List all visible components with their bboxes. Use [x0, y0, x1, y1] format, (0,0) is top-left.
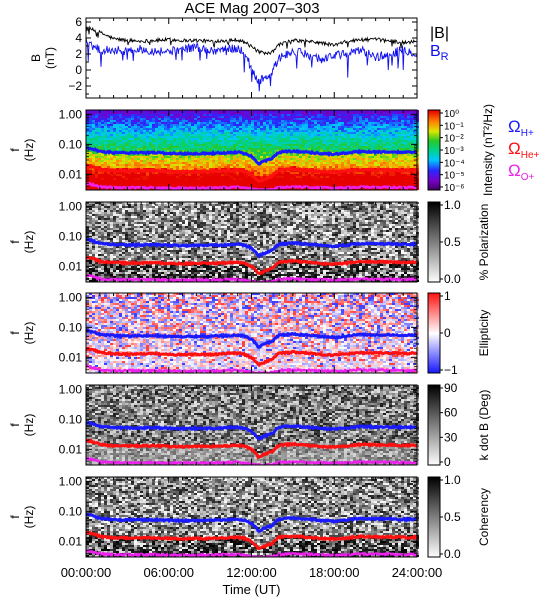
y-tick-label: 0.01	[59, 534, 83, 548]
y-tick-label: 0.10	[59, 320, 83, 334]
heatmap-cells	[86, 293, 419, 373]
colorbar-tick-label: 0.0	[444, 547, 461, 561]
y-tick-label: 0.01	[59, 350, 83, 364]
colorbar-tick-label: 10⁻⁶	[444, 183, 465, 194]
y-axis-label: f	[8, 148, 22, 152]
y-axis-unit: (Hz)	[22, 506, 36, 529]
colorbar-label: k dot B (Deg)	[477, 390, 491, 461]
colorbar-label: % Polarization	[477, 204, 491, 281]
colorbar-tick-label: 10⁻³	[444, 146, 464, 157]
legend-omega-he: ΩHe+	[508, 139, 540, 161]
x-axis-label: Time (UT)	[222, 582, 280, 597]
colorbar-tick-label: 1	[444, 289, 451, 303]
y-tick-label: 4	[75, 31, 82, 45]
polarization-panel: 1.00 0.10 0.01 f (Hz) 1.0 0.5 0.0 % Polarization	[8, 198, 491, 286]
colorbar-tick-label: 0.5	[444, 235, 461, 249]
y-tick-label: 1.00	[59, 199, 83, 213]
y-tick-label: 1.00	[59, 474, 83, 488]
k-dot-b-colorbar: 90 60 30 0 k dot B (Deg)	[428, 381, 491, 469]
y-tick-label: 1.00	[59, 290, 83, 304]
y-tick-label: 0.10	[59, 504, 83, 518]
x-tick-label: 18:00:00	[309, 565, 360, 580]
y-tick-label: 0.10	[59, 412, 83, 426]
colorbar-label: Ellipticity	[477, 310, 491, 357]
colorbar-tick-label: 10⁻¹	[444, 121, 464, 132]
y-tick-label: 0	[75, 63, 82, 77]
y-axis-label: f	[8, 515, 22, 519]
figure-title: ACE Mag 2007–303	[184, 0, 319, 17]
y-axis-label: f	[8, 423, 22, 427]
y-axis-label: B	[29, 54, 43, 62]
y-tick-label: 0.01	[59, 259, 83, 273]
polarization-colorbar: 1.0 0.5 0.0 % Polarization	[428, 198, 491, 286]
y-axis-unit: (Hz)	[22, 414, 36, 437]
colorbar-tick-label: 10⁰	[444, 109, 459, 120]
colorbar-tick-label: 10⁻²	[444, 134, 464, 145]
x-tick-label: 06:00:00	[143, 565, 194, 580]
coherency-panel: 1.00 0.10 0.01 f (Hz) 1.0 0.5 0.0 Coherency	[8, 473, 491, 561]
colorbar-tick-label: 10⁻⁵	[444, 171, 465, 182]
x-tick-label: 12:00:00	[226, 565, 277, 580]
colorbar-tick-label: 60	[444, 406, 458, 420]
legend-b-r: BR	[430, 43, 449, 63]
colorbar-tick-label: 0	[444, 455, 451, 469]
y-tick-label: 0.01	[59, 167, 83, 181]
y-axis-unit: (Hz)	[22, 322, 36, 345]
y-axis-unit: (Hz)	[22, 231, 36, 254]
b-field-panel: 6 4 2 0 −2 B (nT) |B|BR	[29, 15, 449, 98]
legend-omega-o: ΩO+	[508, 161, 534, 183]
colorbar-tick-label: 0.0	[444, 272, 461, 286]
x-tick-label: 00:00:00	[61, 565, 112, 580]
legend-b-total: |B|	[430, 25, 449, 42]
y-tick-label: 6	[75, 15, 82, 29]
y-axis-unit: (nT)	[43, 47, 57, 69]
y-axis-label: f	[8, 331, 22, 335]
colorbar-tick-label: 90	[444, 381, 458, 395]
y-tick-label: −2	[68, 79, 82, 93]
colorbar-tick-label: 10⁻⁴	[444, 158, 465, 169]
y-axis-unit: (Hz)	[22, 139, 36, 162]
y-tick-label: 0.10	[59, 229, 83, 243]
y-tick-label: 0.01	[59, 442, 83, 456]
y-tick-label: 2	[75, 47, 82, 61]
x-tick-label: 24:00:00	[392, 565, 443, 580]
y-tick-label: 0.10	[59, 137, 83, 151]
ellipticity-colorbar: 1 0 −1 Ellipticity	[428, 289, 491, 377]
colorbar-label: Coherency	[477, 488, 491, 546]
y-axis-label: f	[8, 240, 22, 244]
colorbar-tick-label: 1.0	[444, 473, 461, 487]
k-dot-b-panel: 1.00 0.10 0.01 f (Hz) 90 60 30 0 k dot B (Deg)	[8, 381, 491, 469]
ellipticity-panel: 1.00 0.10 0.01 f (Hz) 1 0 −1 Ellipticity	[8, 289, 491, 377]
coherency-colorbar: 1.0 0.5 0.0 Coherency	[428, 473, 491, 561]
colorbar-tick-label: −1	[444, 363, 458, 377]
colorbar-tick-label: 0.5	[444, 510, 461, 524]
y-tick-label: 1.00	[59, 107, 83, 121]
colorbar-tick-label: 1.0	[444, 198, 461, 212]
y-tick-label: 1.00	[59, 382, 83, 396]
legend-omega-h: ΩH+	[508, 117, 534, 139]
colorbar-tick-label: 0	[444, 326, 451, 340]
colorbar-label: Intensity (nT²/Hz)	[481, 104, 495, 196]
colorbar-tick-label: 30	[444, 430, 458, 444]
